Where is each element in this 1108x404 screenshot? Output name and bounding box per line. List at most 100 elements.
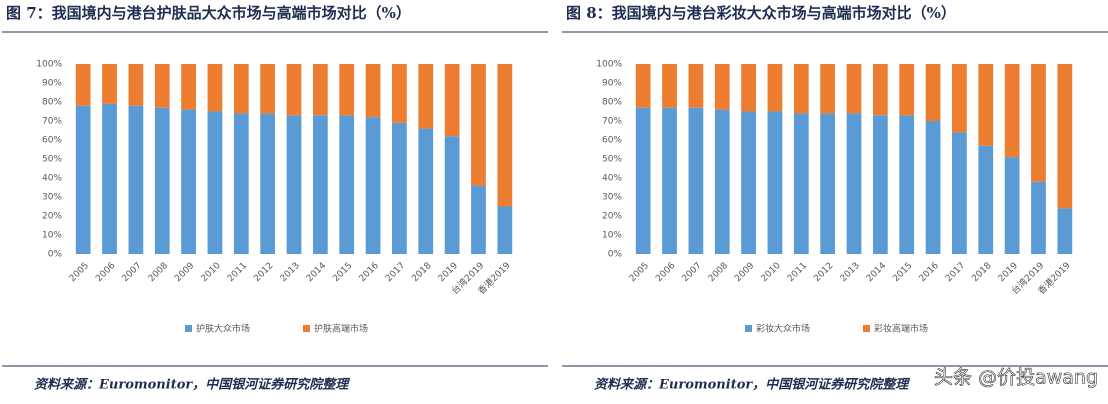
bar-segment	[207, 111, 223, 254]
x-tick-label: 2015	[891, 261, 914, 284]
bar-segment	[925, 64, 941, 121]
bar-segment	[1057, 208, 1073, 254]
bar-segment	[233, 113, 249, 255]
bar-segment	[365, 64, 381, 118]
y-tick-label: 40%	[42, 174, 62, 184]
y-tick-label: 80%	[42, 98, 62, 108]
x-tick-label: 2005	[628, 261, 651, 284]
bar-segment	[793, 113, 809, 255]
legend-label: 彩妆大众市场	[756, 323, 810, 335]
bar-segment	[286, 115, 302, 254]
x-tick-label: 2006	[654, 261, 677, 284]
bar-segment	[767, 111, 783, 254]
chart-title: 图 7：我国境内与港台护肤品大众市场与高端市场对比（%）	[6, 4, 411, 22]
x-tick-label: 2019	[437, 261, 460, 284]
bar-segment	[714, 64, 730, 110]
y-tick-label: 100%	[596, 60, 622, 70]
y-tick-label: 50%	[42, 155, 62, 165]
bar-segment	[233, 64, 249, 114]
bar-segment	[497, 206, 513, 254]
y-tick-label: 90%	[602, 79, 622, 89]
y-tick-label: 20%	[42, 212, 62, 222]
bar-segment	[952, 64, 967, 133]
bar-segment	[392, 122, 407, 255]
bar-segment	[444, 64, 460, 137]
bar-segment	[846, 113, 862, 255]
bar-segment	[75, 64, 91, 106]
legend-label: 护肤大众市场	[196, 323, 250, 335]
bar-segment	[1031, 64, 1046, 182]
source: 资料来源：Euromonitor，中国银河证券研究院整理	[34, 377, 350, 393]
bar-segment	[365, 117, 381, 254]
source: 资料来源：Euromonitor，中国银河证券研究院整理	[594, 377, 910, 393]
bar-segment	[286, 64, 302, 116]
bar-segment	[925, 121, 941, 254]
x-tick-label: 2017	[384, 261, 407, 284]
x-tick-label: 2016	[918, 261, 941, 284]
bar-segment	[872, 64, 888, 116]
x-tick-label: 2013	[279, 261, 302, 284]
bar-segment	[1057, 64, 1073, 209]
y-tick-label: 30%	[42, 193, 62, 203]
y-tick-label: 10%	[42, 231, 62, 241]
bar-segment	[260, 64, 276, 114]
x-tick-label: 2010	[760, 261, 783, 284]
bar-segment	[392, 64, 407, 123]
y-tick-label: 100%	[36, 60, 62, 70]
bar-segment	[128, 105, 144, 254]
bar-segment	[820, 64, 836, 114]
bar-segment	[1004, 64, 1020, 158]
bar-segment	[418, 64, 434, 129]
bar-segment	[471, 64, 486, 186]
legend-label: 护肤高端市场	[314, 323, 368, 335]
x-tick-label: 2012	[812, 261, 835, 284]
bar-segment	[872, 115, 888, 254]
watermark: 头条 @价投awang	[934, 367, 1098, 389]
legend-swatch	[185, 325, 192, 332]
x-tick-label: 2009	[733, 261, 756, 284]
x-tick-label: 2011	[226, 261, 249, 284]
y-tick-label: 70%	[602, 117, 622, 127]
x-tick-label: 2014	[865, 261, 888, 284]
bar-segment	[952, 132, 967, 254]
bar-segment	[978, 145, 994, 254]
bar-segment	[899, 115, 915, 254]
x-tick-label: 2015	[331, 261, 354, 284]
bar-segment	[444, 136, 460, 254]
bar-segment	[154, 64, 170, 108]
x-tick-label: 2011	[786, 261, 809, 284]
x-tick-label: 2012	[252, 261, 275, 284]
x-tick-label: 2007	[681, 261, 704, 284]
legend-swatch	[863, 325, 870, 332]
bar-segment	[846, 64, 862, 114]
x-tick-label: 2007	[121, 261, 144, 284]
bar-segment	[102, 64, 117, 104]
bar-segment	[741, 111, 756, 254]
legend-label: 彩妆高端市场	[874, 323, 928, 335]
y-tick-label: 10%	[602, 231, 622, 241]
y-tick-label: 0%	[608, 250, 623, 260]
bar-segment	[793, 64, 809, 114]
bar-segment	[767, 64, 783, 112]
y-tick-label: 60%	[42, 136, 62, 146]
bar-segment	[899, 64, 915, 116]
bar-segment	[662, 64, 677, 108]
bar-segment	[181, 109, 196, 254]
y-tick-label: 80%	[602, 98, 622, 108]
bar-segment	[1031, 181, 1046, 254]
bar-segment	[662, 107, 677, 254]
bar-segment	[1004, 157, 1020, 254]
bar-segment	[339, 115, 355, 254]
y-tick-label: 50%	[602, 155, 622, 165]
legend-swatch	[745, 325, 752, 332]
y-tick-label: 90%	[42, 79, 62, 89]
x-tick-label: 2008	[707, 261, 730, 284]
bar-segment	[635, 107, 651, 254]
x-tick-label: 2006	[94, 261, 117, 284]
x-tick-label: 2010	[200, 261, 223, 284]
bar-segment	[688, 107, 704, 254]
y-tick-label: 30%	[602, 193, 622, 203]
bar-segment	[128, 64, 144, 106]
bar-segment	[635, 64, 651, 108]
